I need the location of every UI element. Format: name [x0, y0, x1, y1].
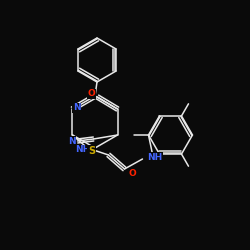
Text: O: O — [128, 168, 136, 177]
Text: N: N — [73, 104, 80, 112]
Text: O: O — [88, 90, 96, 98]
Text: NH: NH — [75, 146, 90, 154]
Text: N: N — [68, 136, 75, 145]
Text: S: S — [88, 146, 95, 156]
Text: NH: NH — [148, 152, 163, 162]
